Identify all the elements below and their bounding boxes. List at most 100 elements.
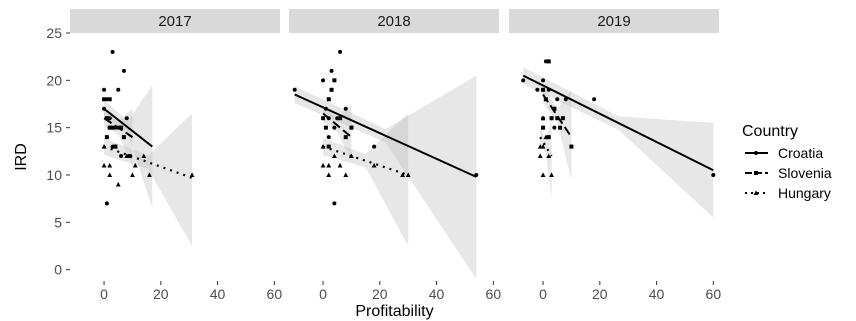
point-slovenia: [552, 106, 557, 111]
legend-label-croatia: Croatia: [778, 145, 823, 161]
panel-2018: 2018 0 20 40 60: [289, 9, 501, 302]
x-tick-label: 40: [649, 286, 665, 302]
legend-key-slovenia: [754, 171, 758, 175]
fit-line-croatia: [294, 93, 477, 178]
point-slovenia: [323, 125, 328, 130]
point-croatia: [552, 125, 557, 130]
point-slovenia: [560, 116, 565, 121]
point-slovenia: [107, 125, 112, 130]
point-slovenia: [555, 116, 560, 121]
point-croatia: [521, 78, 526, 83]
point-hungary: [405, 172, 411, 177]
facet-strip-label: 2017: [158, 13, 191, 30]
point-croatia: [321, 78, 326, 83]
confidence-band-croatia: [294, 75, 477, 280]
point-slovenia: [119, 125, 124, 130]
legend-key-croatia: [754, 151, 758, 155]
point-hungary: [540, 172, 546, 177]
point-slovenia: [541, 87, 546, 92]
point-slovenia: [321, 116, 326, 121]
fit-line-croatia: [522, 74, 714, 172]
point-hungary: [107, 172, 113, 177]
point-hungary: [537, 143, 543, 149]
point-hungary: [543, 134, 549, 140]
point-slovenia: [326, 97, 331, 102]
panel-2019: 2019 0 20 40 60: [509, 9, 721, 302]
point-croatia: [332, 125, 337, 130]
x-tick-label: 20: [592, 286, 608, 302]
point-hungary: [546, 153, 552, 159]
confidence-band-croatia: [523, 67, 714, 218]
point-slovenia: [332, 78, 337, 83]
point-hungary: [337, 162, 343, 168]
point-slovenia: [110, 125, 115, 130]
point-slovenia: [349, 125, 354, 130]
y-axis: 0 5 10 15 20 25: [46, 25, 70, 278]
point-hungary: [141, 153, 147, 159]
point-hungary: [540, 115, 546, 121]
facet-strip: [289, 9, 499, 33]
point-croatia: [555, 97, 560, 102]
point-hungary: [107, 162, 113, 168]
y-tick-label: 20: [46, 72, 62, 88]
x-tick-label: 0: [539, 286, 547, 302]
fit-line-hungary: [103, 145, 193, 179]
x-tick-label: 40: [210, 286, 226, 302]
x-tick-label: 60: [706, 286, 722, 302]
point-croatia: [124, 116, 129, 121]
point-hungary: [189, 172, 195, 177]
fit-line-slovenia: [542, 93, 573, 138]
legend-label-hungary: Hungary: [778, 185, 831, 201]
point-slovenia: [127, 154, 132, 159]
point-slovenia: [102, 97, 107, 102]
point-hungary: [326, 172, 332, 177]
y-axis-title: IRD: [13, 143, 30, 171]
x-tick-label: 60: [267, 286, 283, 302]
y-tick-label: 0: [54, 262, 62, 278]
point-croatia: [329, 68, 334, 73]
point-slovenia: [569, 144, 574, 149]
point-slovenia: [338, 116, 343, 121]
legend-title: Country: [742, 123, 798, 140]
confidence-band-hungary: [540, 118, 552, 199]
x-tick-label: 20: [372, 286, 388, 302]
point-hungary: [320, 162, 326, 168]
point-hungary: [147, 172, 152, 177]
point-croatia: [592, 97, 597, 102]
point-slovenia: [546, 59, 551, 64]
point-slovenia: [104, 116, 109, 121]
point-croatia: [326, 135, 331, 140]
point-hungary: [115, 181, 121, 187]
point-croatia: [119, 154, 124, 159]
point-croatia: [104, 201, 109, 206]
y-tick-label: 25: [46, 25, 62, 41]
point-hungary: [130, 172, 135, 177]
point-hungary: [400, 172, 405, 177]
point-croatia: [535, 87, 540, 92]
confidence-band-hungary: [323, 113, 409, 246]
y-tick-label: 10: [46, 167, 62, 183]
point-croatia: [343, 106, 348, 111]
x-tick-label: 60: [486, 286, 502, 302]
point-hungary: [326, 162, 332, 168]
facet-strip: [509, 9, 719, 33]
x-tick-label: 0: [100, 286, 108, 302]
point-hungary: [132, 162, 138, 168]
point-hungary: [124, 153, 130, 159]
confidence-band-croatia: [104, 85, 153, 209]
point-croatia: [372, 144, 377, 149]
point-slovenia: [329, 87, 334, 92]
panels-layer: 2017 0 20 40 60 2018 0 20 40 60 2019 0 20 40 60: [70, 9, 721, 302]
x-tick-label: 40: [429, 286, 445, 302]
point-slovenia: [541, 125, 546, 130]
fit-line-slovenia: [103, 117, 133, 138]
panel-2017: 2017 0 20 40 60: [70, 9, 282, 302]
point-croatia: [116, 87, 121, 92]
point-hungary: [332, 153, 337, 159]
x-tick-label: 0: [319, 286, 327, 302]
fit-line-hungary: [322, 145, 409, 177]
point-slovenia: [107, 97, 112, 102]
point-hungary: [537, 153, 543, 159]
point-slovenia: [326, 144, 331, 149]
facet-strip-label: 2019: [597, 13, 630, 30]
